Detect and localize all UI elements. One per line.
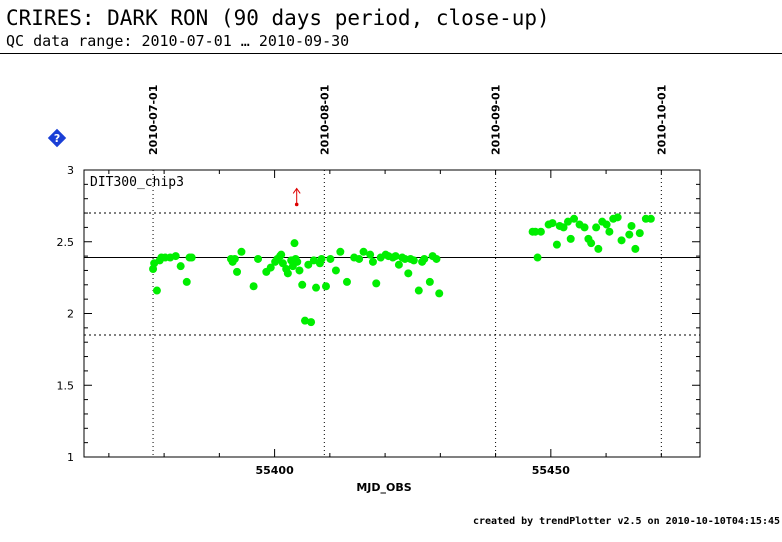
data-point [617,236,626,245]
data-point [605,227,614,236]
data-point [182,277,191,286]
x-tick-label: 55450 [532,464,571,477]
data-point [548,219,557,228]
page-title: CRIRES: DARK RON (90 days period, close-… [6,6,550,30]
data-point [187,253,196,262]
data-point [435,289,444,298]
data-point [312,283,321,292]
data-point [230,254,239,263]
data-point [326,254,335,263]
data-point [342,277,351,286]
data-point [631,244,640,253]
data-point [625,230,634,239]
data-point [277,250,286,259]
date-marker-label: 2010-10-01 [655,85,668,155]
data-point [404,269,413,278]
data-point [295,266,304,275]
data-point [592,223,601,232]
data-point [587,239,596,248]
y-tick-label: 2 [67,308,74,321]
y-tick-label: 2.5 [57,236,75,249]
date-range-subtitle: QC data range: 2010-07-01 … 2010-09-30 [6,32,350,50]
data-point [237,247,246,256]
date-marker-label: 2010-07-01 [147,85,160,155]
data-point [394,260,403,269]
data-point [646,214,655,223]
x-tick-label: 55400 [255,464,294,477]
data-point [531,227,540,236]
data-point [336,247,345,256]
data-point [533,253,542,262]
data-point [420,254,429,263]
data-point [249,282,258,291]
data-point [233,267,242,276]
data-point [391,252,400,261]
y-tick-label: 3 [67,164,74,177]
plot-frame [83,169,701,458]
help-diamond-icon[interactable]: ? [47,128,67,148]
data-point [566,234,575,243]
data-point [176,262,185,271]
data-point [331,266,340,275]
data-point [536,227,545,236]
data-point [309,256,318,265]
data-point [290,239,299,248]
data-point [321,282,330,291]
date-marker-label: 2010-09-01 [490,85,503,155]
data-point [613,213,622,222]
data-point [559,223,568,232]
data-point [552,240,561,249]
data-point [355,254,364,263]
date-markers: 2010-07-01 2010-08-01 2010-09-01 2010-10-01 [147,85,668,155]
data-point [563,217,572,226]
svg-text:?: ? [54,132,60,145]
header-divider [0,53,782,54]
data-point [409,256,418,265]
panel-label: DIT300_chip3 [90,175,184,190]
data-point [298,280,307,289]
outlier-point [294,202,299,207]
x-axis-label: MJD_OBS [356,481,411,494]
data-point [152,286,161,295]
data-point [366,250,375,259]
data-point [368,257,377,266]
data-point [432,254,441,263]
data-point [570,214,579,223]
data-point [594,244,603,253]
data-point [304,260,313,269]
y-tick-label: 1 [67,451,74,464]
data-point [635,229,644,238]
plot-area: 1 1.5 2 2.5 3 55400 55450 [57,164,701,477]
data-point [580,223,589,232]
y-tick-label: 1.5 [57,379,75,392]
data-point [372,279,381,288]
data-point [602,220,611,229]
date-marker-label: 2010-08-01 [318,85,331,155]
footer-credit: created by trendPlotter v2.5 on 2010-10-… [472,516,780,527]
outlier-arrow-head [292,187,301,194]
data-point [300,316,309,325]
data-point [317,254,326,263]
data-point [266,263,275,272]
data-point [414,286,423,295]
data-point [283,269,292,278]
data-point [400,254,409,263]
data-point [171,252,180,261]
data-point [293,257,302,266]
data-point [254,254,263,263]
data-point [425,277,434,286]
data-point [627,221,636,230]
data-point [307,318,316,327]
data-point [359,247,368,256]
